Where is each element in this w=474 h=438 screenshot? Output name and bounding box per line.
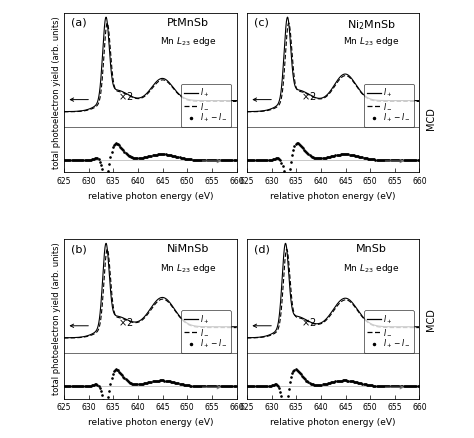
X-axis label: relative photon energy (eV): relative photon energy (eV) — [88, 192, 213, 201]
Text: $\times 2$: $\times 2$ — [301, 316, 317, 328]
Text: MCD: MCD — [426, 107, 437, 130]
Text: (a): (a) — [71, 18, 87, 28]
Text: PtMnSb: PtMnSb — [167, 18, 209, 28]
Text: MnSb: MnSb — [356, 244, 387, 254]
X-axis label: relative photon energy (eV): relative photon energy (eV) — [271, 192, 396, 201]
Legend: $I_+$, $I_-$, $I_+ - I_-$: $I_+$, $I_-$, $I_+ - I_-$ — [364, 310, 414, 353]
Legend: $I_+$, $I_-$, $I_+ - I_-$: $I_+$, $I_-$, $I_+ - I_-$ — [181, 84, 231, 127]
Text: NiMnSb: NiMnSb — [167, 244, 210, 254]
Text: $\times 2$: $\times 2$ — [118, 90, 134, 102]
Text: Mn $L_{23}$ edge: Mn $L_{23}$ edge — [343, 35, 400, 49]
Text: $\times 2$: $\times 2$ — [301, 90, 317, 102]
Text: (b): (b) — [71, 244, 87, 254]
Legend: $I_+$, $I_-$, $I_+ - I_-$: $I_+$, $I_-$, $I_+ - I_-$ — [364, 84, 414, 127]
Text: Mn $L_{23}$ edge: Mn $L_{23}$ edge — [343, 261, 400, 275]
Text: $\times 2$: $\times 2$ — [118, 316, 134, 328]
Text: (d): (d) — [254, 244, 270, 254]
Y-axis label: total photoelectron yield (arb. units): total photoelectron yield (arb. units) — [52, 16, 61, 169]
X-axis label: relative photon energy (eV): relative photon energy (eV) — [271, 418, 396, 427]
X-axis label: relative photon energy (eV): relative photon energy (eV) — [88, 418, 213, 427]
Text: MCD: MCD — [426, 308, 437, 331]
Text: Ni$_2$MnSb: Ni$_2$MnSb — [346, 18, 396, 32]
Y-axis label: total photoelectron yield (arb. units): total photoelectron yield (arb. units) — [52, 243, 61, 396]
Legend: $I_+$, $I_-$, $I_+ - I_-$: $I_+$, $I_-$, $I_+ - I_-$ — [181, 310, 231, 353]
Text: Mn $L_{23}$ edge: Mn $L_{23}$ edge — [160, 261, 217, 275]
Text: (c): (c) — [254, 18, 269, 28]
Text: Mn $L_{23}$ edge: Mn $L_{23}$ edge — [160, 35, 217, 49]
